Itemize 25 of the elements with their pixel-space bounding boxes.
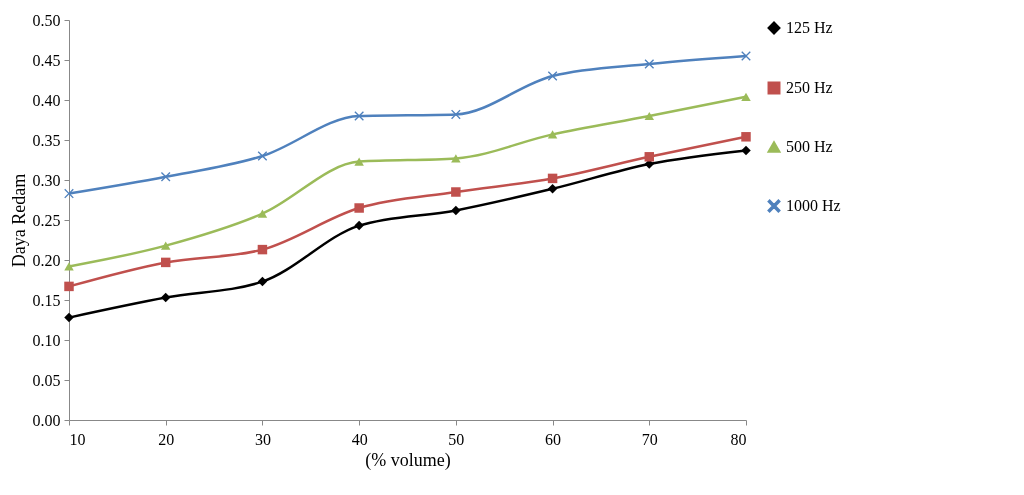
legend-label: 125 Hz [786,19,833,36]
y-tick-label: 0.50 [32,11,61,29]
legend-label: 500 Hz [786,138,833,155]
x-tick-label: 70 [641,430,658,448]
legend-label: 250 Hz [786,79,833,96]
y-tick-label: 0.00 [32,411,61,429]
y-tick-label: 0.30 [32,171,61,189]
legend-label: 1000 Hz [786,197,841,214]
x-tick-label: 40 [351,430,368,448]
x-tick-label: 60 [545,430,562,448]
y-tick-label: 0.25 [32,211,61,229]
x-tick-label: 10 [69,430,86,448]
x-axis-title: (% volume) [365,449,451,471]
y-tick-label: 0.20 [32,251,61,269]
y-tick-label: 0.45 [32,51,61,69]
y-tick-label: 0.35 [32,131,61,149]
y-axis-title: Daya Redam [8,173,29,268]
x-tick-label: 30 [254,430,271,448]
x-tick-label: 20 [158,430,175,448]
y-tick-label: 0.05 [32,371,61,389]
y-tick-label: 0.40 [32,91,61,109]
x-tick-label: 80 [730,430,747,448]
y-tick-label: 0.10 [32,331,61,349]
y-tick-label: 0.15 [32,291,61,309]
x-tick-label: 50 [448,430,465,448]
